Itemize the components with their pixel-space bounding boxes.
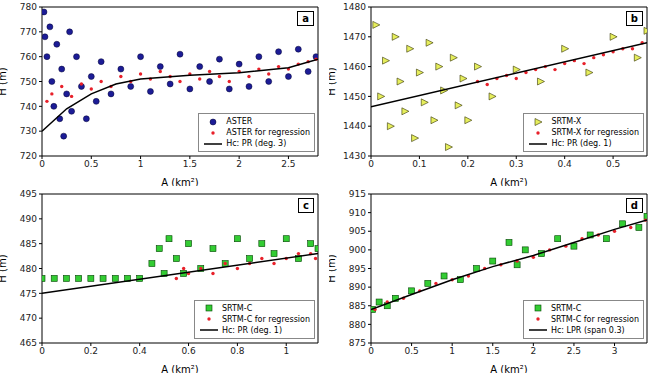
html-text:SRTM-X for regression: SRTM-X for regression — [551, 128, 639, 137]
svg-text:1460: 1460 — [343, 62, 366, 72]
svg-text:0: 0 — [39, 346, 45, 356]
svg-text:0.3: 0.3 — [509, 159, 523, 169]
svg-text:1470: 1470 — [343, 32, 366, 42]
svg-text:480: 480 — [20, 263, 37, 273]
svg-text:915: 915 — [349, 189, 366, 199]
html-text:SRTM-C: SRTM-C — [221, 303, 253, 313]
svg-text:0.2: 0.2 — [84, 346, 98, 356]
svg-text:730: 730 — [20, 126, 37, 136]
svg-text:0.2: 0.2 — [461, 159, 475, 169]
svg-text:1430: 1430 — [343, 151, 366, 161]
svg-text:2: 2 — [236, 159, 242, 169]
svg-text:1: 1 — [283, 346, 289, 356]
svg-text:0.1: 0.1 — [412, 159, 426, 169]
svg-text:1: 1 — [449, 346, 455, 356]
html-text:b: b — [630, 13, 638, 24]
html-text:d: d — [630, 199, 638, 211]
html-text:ASTER: ASTER — [226, 117, 253, 126]
svg-text:A (km²): A (km²) — [161, 177, 198, 186]
html-text:SRTM-X: SRTM-X — [551, 117, 582, 126]
svg-text:0.6: 0.6 — [181, 346, 196, 356]
svg-text:H (m): H (m) — [329, 254, 337, 282]
svg-text:1.5: 1.5 — [183, 159, 197, 169]
svg-text:1.5: 1.5 — [486, 346, 500, 356]
svg-text:1: 1 — [138, 159, 144, 169]
svg-text:895: 895 — [349, 263, 366, 273]
svg-text:H (m): H (m) — [329, 67, 337, 95]
svg-text:760: 760 — [20, 52, 37, 62]
svg-text:880: 880 — [349, 319, 366, 329]
html-text:Hc: LPR (span 0.3): Hc: LPR (span 0.3) — [550, 325, 625, 335]
html-text:a: a — [302, 13, 309, 24]
svg-text:485: 485 — [20, 238, 37, 248]
svg-text:740: 740 — [20, 102, 37, 112]
svg-text:1450: 1450 — [343, 92, 366, 102]
svg-text:0: 0 — [368, 159, 374, 169]
svg-text:875: 875 — [349, 338, 366, 348]
svg-text:0: 0 — [39, 159, 45, 169]
html-text:SRTM-C for regression: SRTM-C for regression — [221, 314, 310, 324]
html-text:SRTM-C for regression: SRTM-C for regression — [550, 314, 639, 324]
svg-text:2: 2 — [530, 346, 536, 356]
svg-text:0.8: 0.8 — [230, 346, 245, 356]
svg-text:0.5: 0.5 — [404, 346, 418, 356]
svg-text:470: 470 — [20, 313, 37, 323]
svg-text:475: 475 — [20, 288, 37, 298]
html-text:SRTM-C: SRTM-C — [550, 303, 582, 313]
svg-text:905: 905 — [349, 226, 366, 236]
svg-text:A (km²): A (km²) — [490, 177, 527, 186]
svg-text:890: 890 — [349, 282, 366, 292]
html-text:ASTER for regression: ASTER for regression — [226, 128, 310, 137]
svg-text:495: 495 — [20, 189, 37, 199]
svg-text:0.5: 0.5 — [84, 159, 98, 169]
svg-text:780: 780 — [20, 2, 37, 12]
svg-text:1480: 1480 — [343, 2, 366, 12]
svg-text:1440: 1440 — [343, 121, 366, 131]
svg-text:3: 3 — [612, 346, 618, 356]
svg-text:0.5: 0.5 — [606, 159, 620, 169]
svg-text:0.4: 0.4 — [558, 159, 573, 169]
html-text:Hc: PR (deg. 1): Hc: PR (deg. 1) — [221, 325, 282, 335]
html-text:Hc: PR (deg. 3): Hc: PR (deg. 3) — [226, 139, 287, 148]
svg-text:2.5: 2.5 — [281, 159, 295, 169]
svg-text:0.4: 0.4 — [133, 346, 148, 356]
svg-text:0: 0 — [368, 346, 374, 356]
svg-text:770: 770 — [20, 27, 37, 37]
svg-text:885: 885 — [349, 300, 366, 310]
svg-text:910: 910 — [349, 207, 366, 217]
svg-text:A (km²): A (km²) — [161, 364, 198, 373]
svg-text:2.5: 2.5 — [567, 346, 581, 356]
html-text:c: c — [303, 199, 309, 211]
svg-text:465: 465 — [20, 338, 37, 348]
svg-text:750: 750 — [20, 77, 37, 87]
svg-text:900: 900 — [349, 245, 366, 255]
svg-text:A (km²): A (km²) — [490, 364, 527, 373]
svg-text:490: 490 — [20, 214, 37, 224]
html-text:Hc: PR (deg. 1): Hc: PR (deg. 1) — [551, 139, 612, 148]
svg-text:720: 720 — [20, 151, 37, 161]
